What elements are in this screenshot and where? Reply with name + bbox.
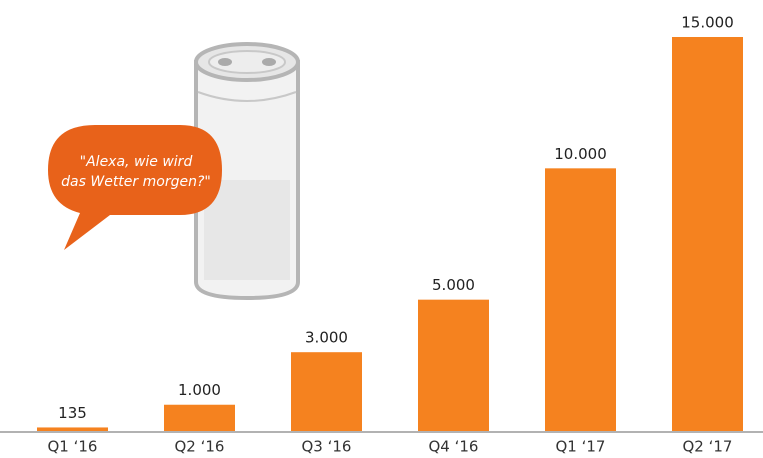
bar xyxy=(545,168,616,432)
x-tick-label: Q1 ‘16 xyxy=(48,438,98,456)
value-label: 15.000 xyxy=(681,14,734,32)
echo-device xyxy=(194,42,300,301)
value-label: 135 xyxy=(58,404,87,422)
value-label: 5.000 xyxy=(432,276,475,294)
bar xyxy=(418,299,489,431)
bubble-text: "Alexa, wie wird xyxy=(80,154,193,170)
bubble-text: das Wetter morgen?" xyxy=(61,174,211,190)
x-tick-label: Q2 ‘16 xyxy=(175,438,225,456)
value-label: 1.000 xyxy=(178,381,221,399)
bar xyxy=(164,404,235,431)
value-label: 10.000 xyxy=(554,145,607,163)
speech-bubble: "Alexa, wie wird das Wetter morgen?" xyxy=(48,125,222,250)
bar xyxy=(37,427,108,431)
x-tick-label: Q2 ‘17 xyxy=(683,438,733,456)
bar xyxy=(291,352,362,431)
bar xyxy=(672,37,743,431)
value-label: 3.000 xyxy=(305,329,348,347)
x-tick-label: Q3 ‘16 xyxy=(302,438,352,456)
x-tick-label: Q1 ‘17 xyxy=(556,438,606,456)
x-tick-label: Q4 ‘16 xyxy=(429,438,479,456)
